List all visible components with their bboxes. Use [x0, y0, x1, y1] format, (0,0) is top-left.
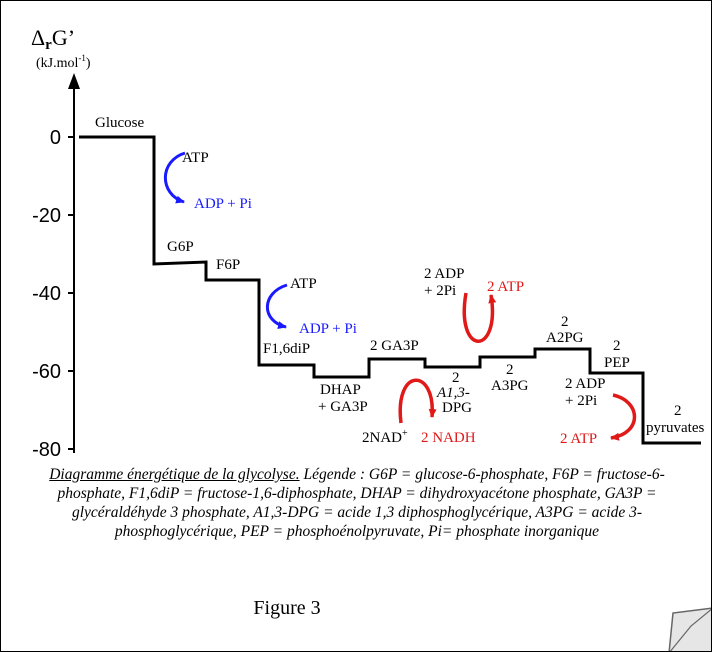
level-pyruvates-count: 2	[674, 403, 682, 419]
tick-label-minus60: -60	[32, 361, 61, 383]
caption-legend: Légende : G6P = glucose-6-phosphate, F6P…	[57, 466, 665, 540]
atp-label-1: ATP	[182, 150, 209, 166]
level-a2pg-count: 2	[561, 314, 569, 330]
atp-gain-label-1: 2 ATP	[487, 279, 524, 295]
level-pyruvates: pyruvates	[646, 420, 704, 436]
energy-path	[79, 135, 701, 445]
caption-title: Diagramme énergétique de la glycolyse.	[49, 466, 300, 483]
atp-consumption-arrow-2	[266, 283, 288, 330]
level-a13dpg-count: 2	[452, 370, 460, 386]
level-f6p: F6P	[216, 257, 240, 273]
nad-label: 2NAD+	[362, 428, 408, 446]
level-a13dpg-suffix: DPG	[442, 400, 472, 416]
level-f16dip: F1,6diP	[263, 341, 310, 357]
axis-title: ΔrG’	[31, 25, 75, 53]
level-pep-count: 2	[613, 338, 621, 354]
figure-caption: Diagramme énergétique de la glycolyse. L…	[21, 465, 693, 541]
tick-label-minus20: -20	[32, 205, 61, 227]
level-dhap-ga3p: + GA3P	[318, 399, 368, 415]
adp-label-1: 2 ADP	[424, 266, 464, 282]
level-a2pg: A2PG	[546, 330, 584, 346]
adp-pi-label-1: ADP + Pi	[194, 196, 252, 212]
level-glucose: Glucose	[95, 115, 144, 131]
page-curl-fold	[669, 608, 711, 651]
y-ticks	[68, 136, 74, 450]
level-a3pg-count: 2	[506, 362, 514, 378]
adp-pi-label-2: ADP + Pi	[299, 321, 357, 337]
level-dhap: DHAP	[320, 382, 361, 398]
tick-label-minus40: -40	[32, 283, 61, 305]
figure-number: Figure 3	[253, 597, 321, 619]
atp-consumption-arrow-1	[163, 151, 186, 204]
level-ga3p: 2 GA3P	[370, 338, 419, 354]
level-pep: PEP	[604, 355, 630, 371]
nad-reduction-arrow	[398, 378, 437, 424]
atp-synthesis-arrow-1	[462, 292, 497, 343]
axis-unit: (kJ.mol-1)	[36, 53, 91, 71]
tick-label-minus80: -80	[32, 439, 61, 461]
level-g6p: G6P	[167, 239, 194, 255]
tick-label-0: 0	[50, 127, 61, 149]
level-a3pg: A3PG	[491, 378, 529, 394]
nadh-label: 2 NADH	[421, 430, 476, 446]
y-axis-arrowhead	[68, 73, 80, 89]
atp-label-2: ATP	[290, 276, 317, 292]
adp-label-2: 2 ADP	[565, 376, 605, 392]
atp-synthesis-arrow-2	[610, 393, 637, 441]
atp-gain-label-2: 2 ATP	[560, 431, 597, 447]
level-a13dpg: A1,3-	[436, 385, 470, 401]
pi-label-2: + 2Pi	[565, 393, 597, 409]
pi-label-1: + 2Pi	[424, 283, 456, 299]
